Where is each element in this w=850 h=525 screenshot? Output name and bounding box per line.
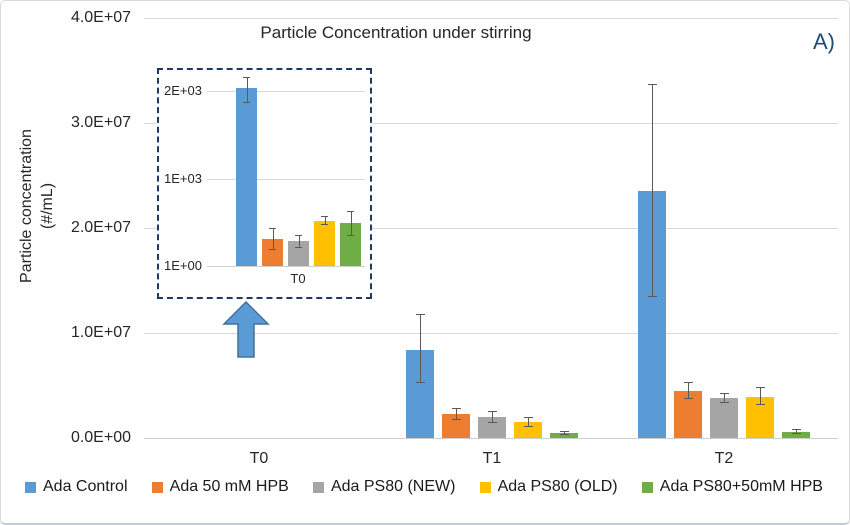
inset-bar-T0-Ada PS80 (NEW) — [288, 241, 309, 266]
legend-swatch-icon-Ada PS80+50mM HPB — [641, 481, 653, 493]
x-category-label-T1: T1 — [482, 450, 502, 467]
legend-label-Ada 50 mM HPB: Ada 50 mM HPB — [169, 478, 289, 495]
legend-label-Ada PS80 (OLD): Ada PS80 (OLD) — [497, 478, 618, 495]
inset-y-tick-1E+00: 1E+00 — [164, 258, 202, 273]
y-tick-1.0E+07: 1.0E+07 — [70, 324, 131, 341]
legend-item-Ada PS80 (OLD): Ada PS80 (OLD) — [479, 478, 618, 496]
legend-item-Ada Control: Ada Control — [25, 478, 128, 496]
gridline-2.0E+07 — [144, 228, 838, 229]
bar-T1-Ada PS80+50mM HPB — [550, 432, 578, 438]
gridline-1.0E+07 — [144, 333, 838, 334]
legend-item-Ada 50 mM HPB: Ada 50 mM HPB — [151, 478, 289, 496]
error-bar-T1-Ada Control-cap-top — [415, 314, 425, 316]
error-bar-T2-Ada PS80 (OLD)-cap-top — [755, 386, 765, 388]
inset-error-bar-Ada PS80 (NEW) — [298, 235, 300, 247]
inset-gridline-1E+00 — [207, 266, 365, 267]
bar-T1-Ada PS80 (NEW) — [478, 417, 506, 438]
inset-error-bar-Ada 50 mM HPB-cap-top — [269, 227, 276, 229]
error-bar-T2-Ada PS80 (NEW) — [724, 392, 725, 403]
inset-gridline-2E+03 — [207, 91, 365, 92]
legend-item-Ada PS80 (NEW): Ada PS80 (NEW) — [312, 478, 456, 496]
error-bar-T2-Ada 50 mM HPB — [688, 382, 689, 399]
error-bar-T1-Ada PS80 (NEW)-cap-top — [487, 410, 497, 412]
error-bar-T2-Ada PS80 (NEW)-cap-top — [719, 392, 729, 394]
error-bar-T1-Ada Control-cap-bottom — [415, 382, 425, 384]
legend-swatch-icon-Ada 50 mM HPB — [151, 481, 163, 493]
error-bar-T1-Ada PS80+50mM HPB-cap-top — [559, 431, 569, 433]
inset-error-bar-Ada Control-cap-bottom — [243, 101, 250, 103]
legend-label-Ada PS80 (NEW): Ada PS80 (NEW) — [330, 478, 456, 495]
inset-error-bar-Ada PS80 (OLD) — [324, 216, 326, 224]
y-tick-2.0E+07: 2.0E+07 — [70, 219, 131, 236]
error-bar-T2-Ada PS80 (OLD)-cap-bottom — [755, 404, 765, 406]
bar-T2-Ada PS80 (NEW) — [710, 397, 738, 438]
error-bar-T2-Ada 50 mM HPB-cap-top — [683, 382, 693, 384]
inset-error-bar-Ada PS80 (NEW)-cap-bottom — [295, 246, 302, 248]
zoom-arrow-icon — [222, 301, 270, 358]
inset-error-bar-Ada PS80+50mM HPB-cap-bottom — [347, 235, 354, 237]
chart-title: Particle Concentration under stirring — [260, 23, 532, 42]
y-tick-0.0E+00: 0.0E+00 — [70, 429, 131, 446]
inset-bar-T0-Ada Control — [236, 88, 257, 266]
panel-letter-label: A) — [813, 29, 835, 54]
error-bar-T2-Ada PS80 (NEW)-cap-bottom — [719, 402, 729, 404]
inset-error-bar-Ada 50 mM HPB-cap-bottom — [269, 249, 276, 251]
error-bar-T2-Ada Control-cap-top — [647, 84, 657, 86]
error-bar-T1-Ada PS80 (OLD)-cap-top — [523, 417, 533, 418]
inset-bar-T0-Ada PS80+50mM HPB — [340, 223, 361, 266]
x-category-label-T2: T2 — [714, 450, 734, 467]
legend-swatch-icon-Ada PS80 (NEW) — [312, 481, 324, 493]
legend-swatch-icon-Ada PS80 (OLD) — [479, 481, 491, 493]
error-bar-T1-Ada PS80 (NEW) — [492, 410, 493, 423]
error-bar-T2-Ada PS80+50mM HPB-cap-bottom — [791, 433, 801, 435]
error-bar-T1-Ada 50 mM HPB-cap-bottom — [451, 419, 461, 421]
legend-item-Ada PS80+50mM HPB: Ada PS80+50mM HPB — [641, 478, 823, 496]
error-bar-T2-Ada PS80 (OLD) — [760, 386, 761, 405]
inset-chart: 2E+03 1E+03 1E+00 T0 — [157, 68, 372, 299]
inset-y-tick-1E+03: 1E+03 — [164, 170, 202, 186]
error-bar-T2-Ada Control-cap-bottom — [647, 296, 657, 298]
bar-T1-Ada PS80 (OLD) — [514, 422, 542, 438]
legend-label-Ada Control: Ada Control — [43, 478, 128, 495]
legend: Ada Control Ada 50 mM HPB Ada PS80 (NEW) Ad… — [25, 475, 823, 499]
gridline-4.0E+07 — [144, 18, 838, 19]
inset-gridline-1E+03 — [207, 178, 365, 180]
error-bar-T1-Ada PS80+50mM HPB — [564, 431, 565, 434]
error-bar-T1-Ada PS80 (OLD) — [528, 417, 529, 427]
error-bar-T2-Ada 50 mM HPB-cap-bottom — [683, 398, 693, 400]
inset-error-bar-Ada Control — [246, 77, 248, 102]
y-tick-4.0E+07: 4.0E+07 — [70, 9, 131, 26]
gridline-0.0E+00 — [144, 438, 838, 439]
legend-label-Ada PS80+50mM HPB: Ada PS80+50mM HPB — [659, 478, 823, 495]
error-bar-T1-Ada 50 mM HPB — [456, 407, 457, 420]
inset-error-bar-Ada PS80 (OLD)-cap-top — [321, 216, 328, 218]
inset-error-bar-Ada Control-cap-top — [243, 77, 250, 78]
gridline-3.0E+07 — [144, 123, 838, 124]
error-bar-T1-Ada PS80 (OLD)-cap-bottom — [523, 426, 533, 428]
x-category-label-T0: T0 — [249, 450, 269, 467]
inset-bar-T0-Ada PS80 (OLD) — [314, 220, 335, 266]
y-tick-3.0E+07: 3.0E+07 — [70, 114, 131, 131]
error-bar-T1-Ada PS80+50mM HPB-cap-bottom — [559, 433, 569, 435]
bar-T2-Ada PS80+50mM HPB — [782, 431, 810, 438]
error-bar-T2-Ada PS80+50mM HPB-cap-top — [791, 429, 801, 431]
inset-error-bar-Ada PS80 (NEW)-cap-top — [295, 235, 302, 237]
inset-error-bar-Ada PS80+50mM HPB-cap-top — [347, 210, 354, 212]
error-bar-T1-Ada PS80 (NEW)-cap-bottom — [487, 422, 497, 424]
legend-swatch-icon-Ada Control — [25, 481, 36, 493]
inset-error-bar-Ada PS80+50mM HPB — [350, 210, 352, 236]
error-bar-T2-Ada Control — [652, 84, 653, 297]
error-bar-T2-Ada PS80+50mM HPB — [796, 429, 797, 434]
inset-x-category-label: T0 — [290, 271, 306, 286]
inset-y-tick-2E+03: 2E+03 — [164, 83, 202, 98]
inset-error-bar-Ada 50 mM HPB — [272, 227, 274, 250]
inset-bar-T0-Ada 50 mM HPB — [262, 238, 283, 266]
inset-error-bar-Ada PS80 (OLD)-cap-bottom — [321, 224, 328, 225]
error-bar-T1-Ada Control — [420, 314, 421, 383]
error-bar-T1-Ada 50 mM HPB-cap-top — [451, 407, 461, 409]
